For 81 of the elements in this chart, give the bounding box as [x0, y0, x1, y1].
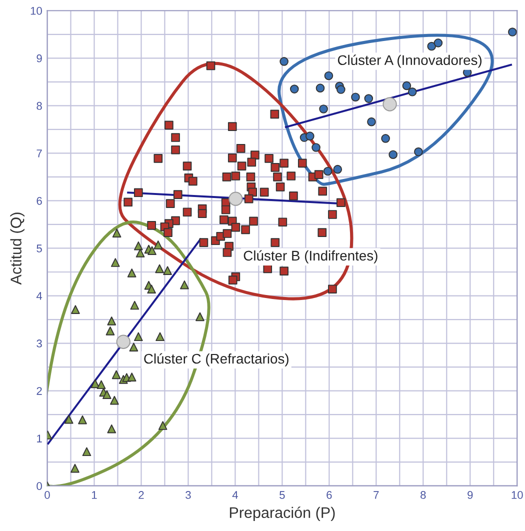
point — [312, 143, 320, 152]
point — [130, 300, 140, 310]
point — [112, 370, 121, 380]
point — [106, 326, 115, 336]
point — [127, 268, 136, 278]
x-tick-label: 10 — [512, 491, 523, 499]
point — [112, 228, 122, 238]
y-tick-label: 10 — [30, 6, 42, 15]
point — [107, 424, 116, 434]
point — [324, 71, 334, 80]
point — [388, 150, 398, 160]
point — [180, 280, 189, 290]
x-tick-label: 8 — [420, 491, 426, 499]
point — [336, 85, 346, 94]
point — [364, 94, 374, 103]
point — [158, 421, 168, 430]
x-tick-label: 0 — [44, 491, 50, 499]
x-tick-label: 4 — [232, 491, 238, 499]
point — [136, 248, 145, 258]
y-tick-label: 5 — [36, 244, 42, 252]
point — [319, 104, 328, 114]
point — [129, 342, 138, 352]
point — [290, 84, 299, 94]
point — [414, 147, 423, 156]
point — [156, 332, 164, 342]
point — [316, 84, 325, 92]
point — [382, 97, 397, 112]
point — [107, 316, 116, 326]
y-tick-label: 9 — [36, 54, 42, 62]
point — [196, 312, 204, 322]
point — [82, 447, 92, 456]
point — [434, 38, 443, 48]
x-tick-label: 7 — [374, 491, 379, 499]
annotation: Clúster C (Refractarios) — [144, 353, 288, 366]
x-tick-label: 6 — [326, 491, 332, 499]
point — [333, 164, 342, 174]
point — [508, 28, 517, 36]
point — [64, 414, 74, 424]
x-tick-label: 3 — [186, 491, 191, 499]
y-axis-title: Actitud (Q) — [10, 212, 24, 285]
point — [155, 264, 164, 274]
annotation: Clúster B (Indifrentes) — [244, 250, 378, 264]
point — [323, 166, 332, 176]
y-tick-label: 8 — [36, 102, 42, 110]
point — [134, 332, 143, 342]
point — [78, 415, 87, 424]
x-tick-label: 2 — [138, 491, 144, 499]
annotation: Clúster A (Innovadores) — [338, 54, 482, 68]
point — [110, 258, 120, 267]
point — [71, 305, 80, 314]
y-tick-label: 0 — [36, 482, 42, 490]
point — [154, 240, 163, 250]
x-tick-label: 1 — [92, 491, 97, 499]
point — [427, 42, 436, 51]
point — [402, 81, 412, 90]
point — [305, 132, 314, 140]
y-tick-label: 7 — [36, 150, 42, 158]
point — [70, 464, 80, 473]
point — [148, 246, 156, 256]
y-tick-label: 2 — [36, 387, 42, 395]
y-tick-label: 3 — [36, 340, 42, 348]
point — [116, 334, 130, 349]
x-tick-label: 9 — [468, 491, 473, 499]
x-axis-title: Preparación (P) — [230, 506, 335, 522]
y-tick-label: 4 — [36, 292, 42, 300]
point — [110, 396, 119, 405]
point — [381, 134, 390, 143]
point — [102, 390, 112, 400]
point — [163, 266, 172, 275]
point — [134, 241, 143, 250]
point — [367, 117, 376, 126]
point — [127, 372, 136, 382]
point — [280, 57, 288, 66]
x-tick-label: 5 — [280, 491, 285, 499]
point — [96, 380, 106, 390]
point — [147, 284, 156, 294]
point — [408, 87, 417, 96]
y-tick-label: 1 — [37, 434, 42, 442]
y-tick-label: 6 — [36, 196, 42, 205]
point — [351, 92, 360, 102]
point — [228, 192, 243, 206]
